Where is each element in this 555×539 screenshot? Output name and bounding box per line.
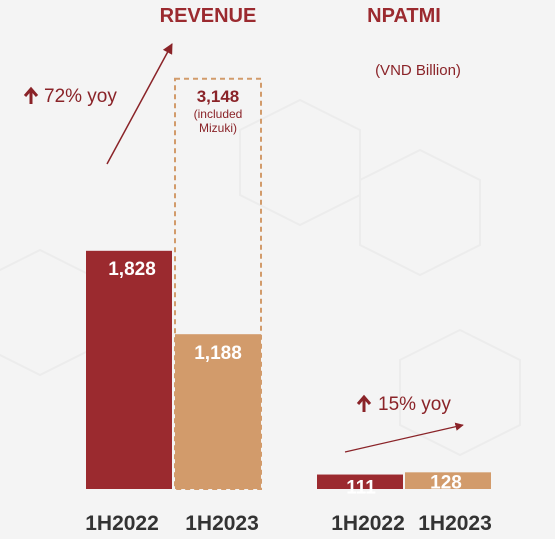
revenue-bar-1h2023 (175, 334, 261, 489)
revenue-total-note-line2: Mizuki) (199, 121, 237, 135)
npatmi-category-1h2022: 1H2022 (331, 512, 405, 535)
revenue-category-1h2023: 1H2023 (185, 512, 259, 535)
npatmi-up-arrow-icon (356, 394, 372, 412)
revenue-total-value: 3,148 (197, 87, 240, 106)
revenue-bar-1h2022 (86, 250, 172, 489)
npatmi-value-1h2023: 128 (430, 472, 462, 493)
npatmi-category-1h2023: 1H2023 (418, 512, 492, 535)
revenue-total-note-line1: (included (194, 107, 243, 121)
revenue-growth-label: 72% yoy (44, 86, 117, 107)
npatmi-value-1h2022: 111 (346, 478, 376, 499)
revenue-up-arrow-icon (23, 86, 39, 104)
npatmi-subtitle: (VND Billion) (375, 62, 461, 79)
revenue-title: REVENUE (160, 5, 257, 27)
npatmi-growth-label: 15% yoy (378, 394, 451, 415)
npatmi-title: NPATMI (367, 5, 441, 27)
npatmi-bar-1h2022 (317, 474, 403, 489)
revenue-growth-arrow (106, 43, 173, 165)
npatmi-growth-arrow (344, 422, 464, 453)
revenue-category-1h2022: 1H2022 (85, 512, 159, 535)
npatmi-bar-1h2023 (405, 472, 491, 489)
revenue-value-1h2023: 1,188 (194, 343, 242, 364)
revenue-total-dashed-box (174, 77, 262, 490)
revenue-value-1h2022: 1,828 (108, 259, 156, 280)
